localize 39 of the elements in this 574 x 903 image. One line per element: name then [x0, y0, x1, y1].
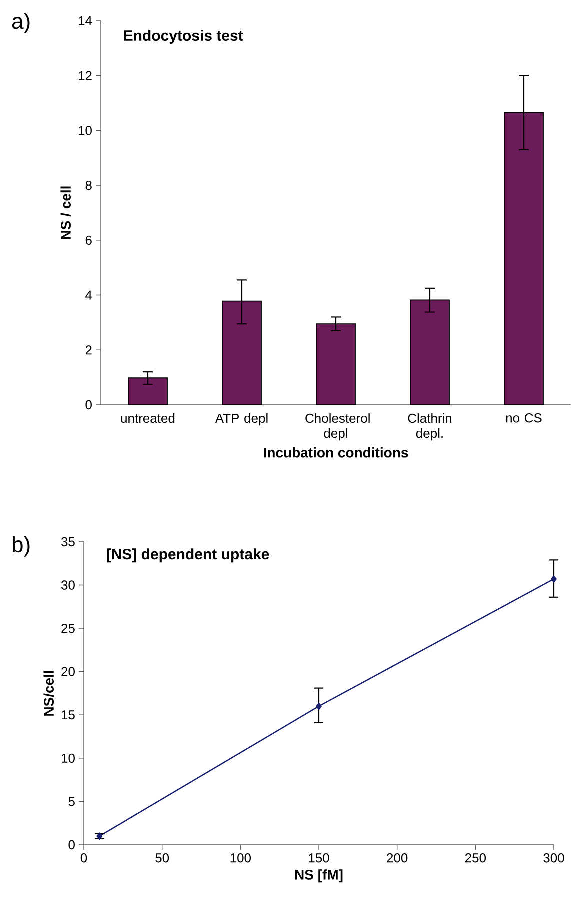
point — [96, 832, 103, 840]
y-tick-label: 12 — [78, 71, 92, 80]
x-tick-label: 200 — [387, 854, 408, 863]
y-tick-label: 20 — [62, 667, 75, 676]
text: a) — [12, 13, 30, 34]
chart-title: [NS] dependent uptake — [107, 548, 270, 563]
y-axis-title: NS/cell — [44, 671, 54, 716]
x-tick-label: 250 — [465, 854, 486, 863]
text: b) — [12, 536, 30, 557]
y-tick-label: 2 — [86, 346, 92, 355]
y-tick-label: 35 — [62, 537, 75, 547]
y-tick-label: 25 — [62, 624, 75, 634]
x-axis-title: NS [fM] — [295, 870, 343, 883]
y-tick-label: 0 — [86, 400, 92, 410]
y-tick-label: 4 — [86, 290, 92, 300]
point — [551, 576, 557, 583]
y-tick-label: 0 — [68, 840, 75, 850]
y-tick-label: 30 — [62, 580, 75, 590]
y-tick-label: 5 — [68, 797, 75, 806]
x-tick-label: 100 — [230, 854, 252, 863]
y-tick-label: 8 — [86, 180, 92, 190]
x-tick-label: no CS — [506, 414, 542, 423]
x-tick-label: 50 — [156, 854, 170, 863]
text: Endocytosis test — [124, 30, 244, 44]
x-tick-label: ATP depl — [215, 414, 268, 426]
y-tick-label: 10 — [62, 754, 75, 764]
y-tick-label: 6 — [86, 236, 92, 246]
y-tick-label: 14 — [78, 16, 92, 26]
y-axis-title: NS / cell — [60, 186, 72, 240]
x-tick-label: 150 — [309, 854, 330, 863]
x-tick-label: untreated — [121, 414, 175, 424]
y-tick-label: 15 — [62, 710, 75, 720]
x-axis-title: Incubation conditions — [264, 448, 408, 458]
bar — [410, 300, 450, 406]
point — [316, 702, 322, 710]
x-tick-label: Cholesterol depl — [306, 414, 370, 441]
x-tick-label: 300 — [544, 854, 564, 863]
x-tick-label: Clathrin depl. — [408, 414, 452, 441]
y-tick-label: 10 — [78, 126, 92, 136]
